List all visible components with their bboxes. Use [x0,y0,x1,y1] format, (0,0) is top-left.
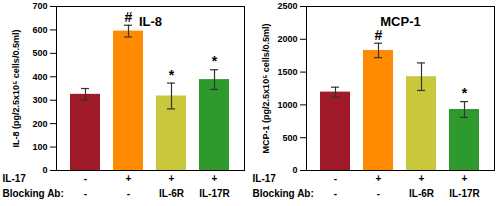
svg-text:300: 300 [32,95,47,105]
svg-text:-: - [84,188,87,199]
svg-text:+: + [376,173,382,184]
svg-text:Blocking Ab:: Blocking Ab: [253,188,314,199]
svg-text:#: # [375,27,383,43]
svg-text:IL-8: IL-8 [139,14,162,29]
svg-text:0: 0 [42,165,47,175]
svg-text:200: 200 [32,119,47,129]
svg-text:+: + [462,173,468,184]
svg-text:2000: 2000 [277,34,297,44]
svg-text:-: - [127,188,130,199]
svg-text:*: * [462,85,468,101]
svg-text:IL-17: IL-17 [3,173,27,184]
svg-text:IL-6R: IL-6R [409,188,435,199]
svg-text:+: + [169,173,175,184]
svg-text:IL-17R: IL-17R [449,188,480,199]
svg-text:-: - [84,173,87,184]
svg-text:700: 700 [32,1,47,11]
svg-text:MCP-1 (pg/2.5x10⁵ cells/0.5ml): MCP-1 (pg/2.5x10⁵ cells/0.5ml) [261,24,271,154]
svg-text:*: * [212,53,218,69]
svg-text:500: 500 [32,48,47,58]
svg-text:600: 600 [32,25,47,35]
svg-text:+: + [419,173,425,184]
svg-text:IL-6R: IL-6R [159,188,185,199]
svg-text:#: # [125,9,133,25]
svg-text:0: 0 [292,165,297,175]
svg-text:+: + [212,173,218,184]
svg-text:2500: 2500 [277,1,297,11]
svg-text:500: 500 [282,133,297,143]
svg-text:400: 400 [32,72,47,82]
svg-text:Blocking Ab:: Blocking Ab: [3,188,64,199]
svg-text:-: - [377,188,380,199]
svg-text:*: * [169,67,175,83]
svg-text:IL-17: IL-17 [253,173,277,184]
svg-text:MCP-1: MCP-1 [380,14,420,29]
svg-text:IL-17R: IL-17R [199,188,230,199]
svg-text:1000: 1000 [277,100,297,110]
svg-text:100: 100 [32,142,47,152]
svg-text:IL-8 (pg/2.5x10⁵ cells/0.5ml): IL-8 (pg/2.5x10⁵ cells/0.5ml) [11,30,21,148]
svg-text:-: - [334,188,337,199]
svg-text:-: - [334,173,337,184]
svg-text:1500: 1500 [277,67,297,77]
svg-text:+: + [126,173,132,184]
